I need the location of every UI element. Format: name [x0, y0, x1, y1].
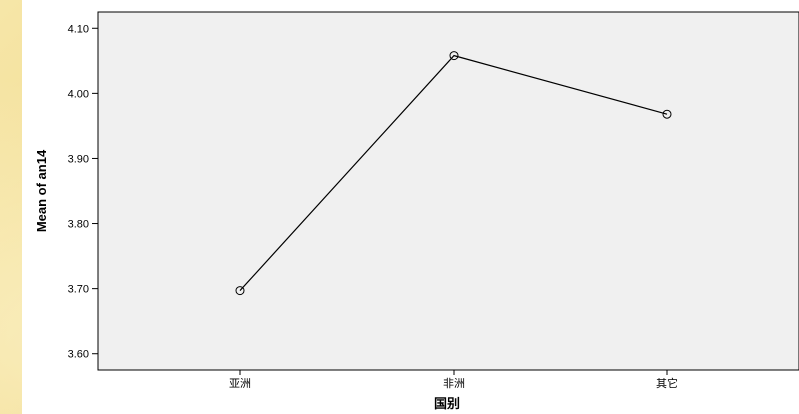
line-chart: 3.60 3.70 3.80 3.90 4.00 4.10 亚洲 非洲 其它 Mean of …: [34, 11, 799, 411]
y-tick-label: 3.90: [68, 153, 89, 165]
data-point: [449, 51, 459, 61]
plot-area: [97, 11, 799, 371]
x-tick-label: 非洲: [443, 377, 465, 390]
y-axis-title: Mean of an14: [34, 149, 49, 232]
x-tick-label: 其它: [656, 376, 678, 390]
x-axis-title: 国别: [434, 396, 460, 411]
data-points: [235, 51, 672, 296]
y-tick-label: 4.10: [68, 23, 89, 35]
y-tick-label: 3.60: [68, 349, 89, 361]
x-axis: 亚洲 非洲 其它: [229, 370, 678, 390]
y-tick-label: 3.80: [68, 219, 89, 231]
data-point: [235, 286, 245, 296]
y-tick-label: 3.70: [68, 284, 89, 296]
chart-panel: 3.60 3.70 3.80 3.90 4.00 4.10 亚洲 非洲 其它 Mean of …: [22, 0, 799, 414]
y-tick-label: 4.00: [68, 88, 89, 100]
y-axis: 3.60 3.70 3.80 3.90 4.00 4.10: [68, 23, 98, 361]
data-point: [662, 109, 672, 119]
series-line: [239, 54, 668, 291]
x-tick-label: 亚洲: [229, 377, 251, 390]
